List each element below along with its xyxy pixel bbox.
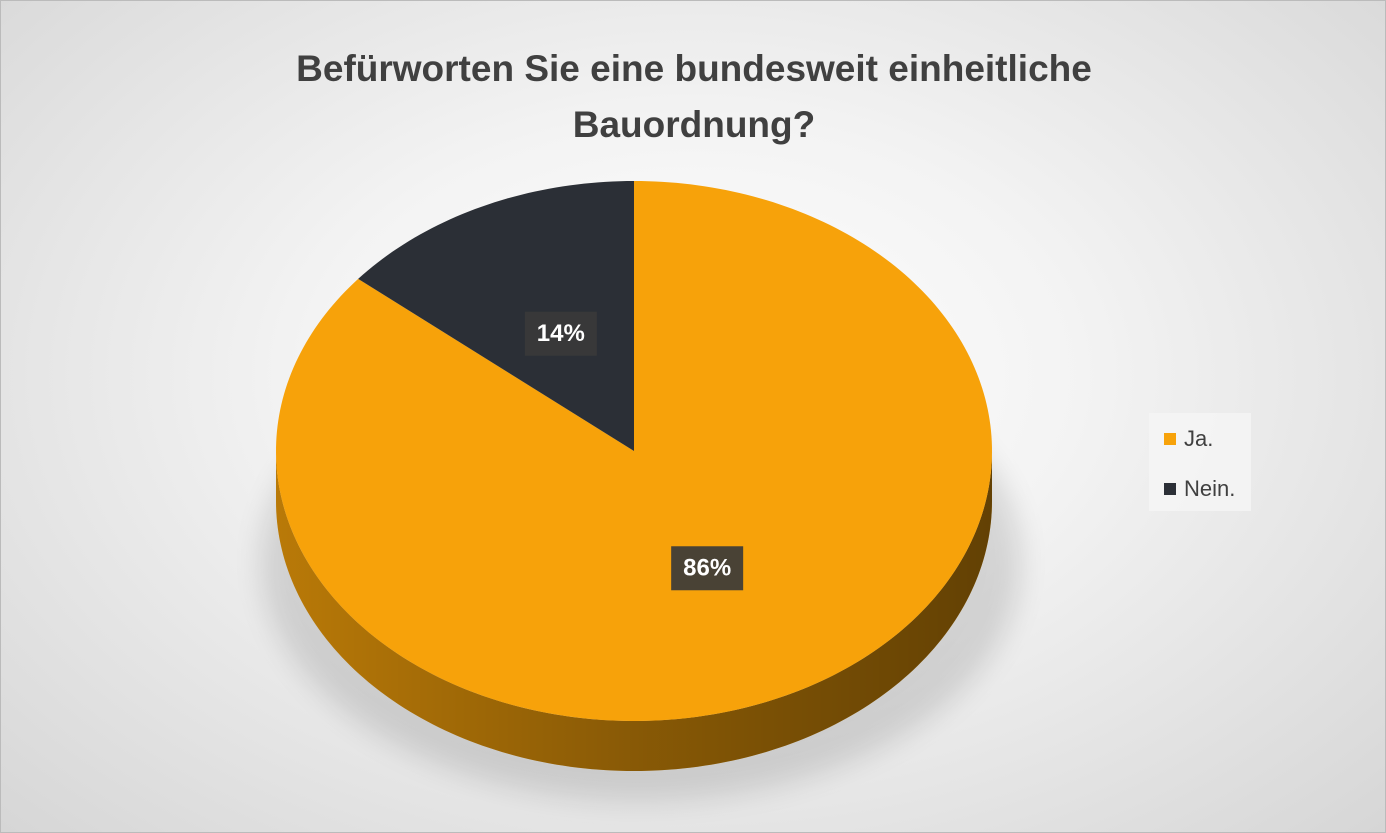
pie-slice	[276, 181, 992, 721]
data-label: 86%	[683, 555, 731, 582]
chart-title: Befürworten Sie eine bundesweit einheitl…	[296, 48, 1092, 145]
pie-side-shade	[276, 451, 992, 771]
legend-swatch	[1164, 433, 1176, 445]
pie-slice	[358, 181, 634, 451]
legend-label: Nein.	[1184, 476, 1235, 501]
data-label-bg	[524, 311, 597, 356]
data-label: 14%	[537, 320, 585, 347]
data-label-group: 14%	[524, 311, 597, 356]
legend-label: Ja.	[1184, 426, 1213, 451]
legend-swatch	[1164, 483, 1176, 495]
data-label-bg	[671, 546, 744, 591]
data-label-group: 86%	[671, 546, 744, 591]
